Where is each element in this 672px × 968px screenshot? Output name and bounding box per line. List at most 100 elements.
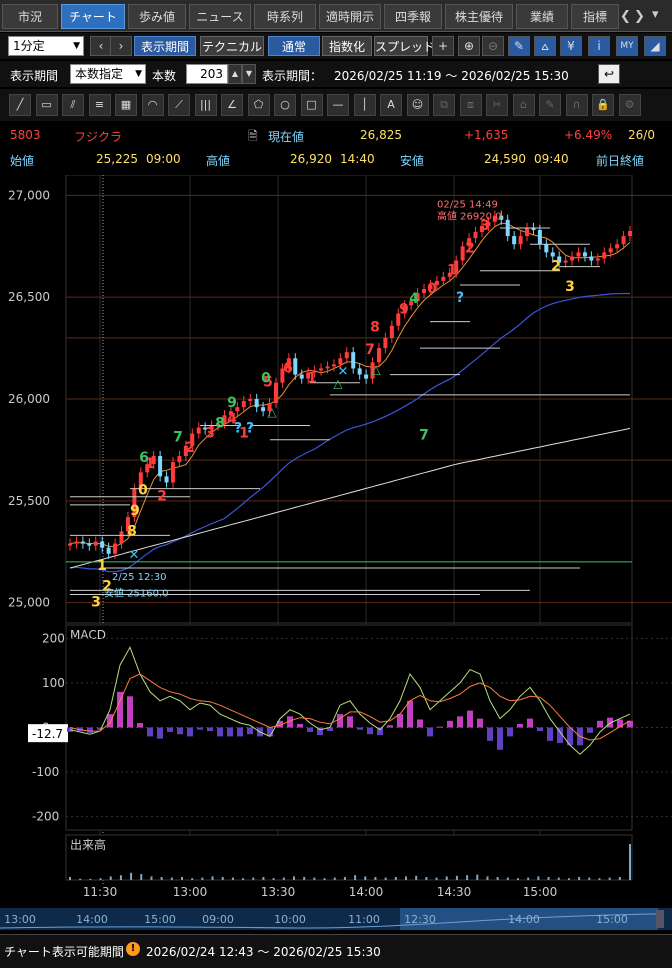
macd-y-tick: -200 (32, 810, 59, 824)
mode-index-button[interactable]: 指数化 (322, 36, 372, 56)
prev-button[interactable]: ‹ (90, 36, 112, 56)
ruler-icon[interactable]: ▭ (35, 94, 58, 116)
volume-panel (65, 834, 633, 881)
chevron-right-icon[interactable]: ❯ (634, 9, 645, 24)
volume-bar (343, 877, 346, 880)
settings-icon[interactable]: ⚙ (618, 94, 641, 116)
chevron-left-icon[interactable]: ❮ (620, 9, 631, 24)
tag-icon[interactable]: ⌂ (512, 94, 535, 116)
macd-histogram-bar (347, 716, 353, 728)
tab-indicators[interactable]: 指標 (571, 4, 619, 29)
info-icon[interactable]: i (588, 36, 610, 56)
volume-bar (272, 878, 275, 880)
technical-button[interactable]: テクニカル (200, 36, 264, 56)
horizontal-line-icon[interactable]: — (327, 94, 349, 116)
candle-body (344, 352, 349, 359)
volume-bar (242, 878, 245, 880)
volume-bar (537, 876, 540, 880)
signal-marker: 1 (447, 263, 457, 279)
macd-histogram-bar (427, 727, 433, 737)
macd-histogram-bar (597, 720, 603, 728)
tag-edit-icon[interactable]: ✎ (539, 94, 561, 116)
tab-shikiho[interactable]: 四季報 (384, 4, 442, 29)
navigator-tick: 13:00 (4, 913, 36, 926)
tab-market[interactable]: 市況 (2, 4, 58, 29)
text-icon[interactable]: A (380, 94, 402, 116)
interval-select[interactable]: 1分定 ▼ (8, 36, 84, 56)
candle-body (447, 272, 452, 277)
horizontal-lines-icon[interactable]: ≡ (88, 94, 111, 116)
tab-earnings[interactable]: 業績 (516, 4, 568, 29)
range-label: 表示期間： (262, 69, 323, 83)
next-button[interactable]: › (110, 36, 132, 56)
macd-histogram-bar (587, 727, 593, 733)
navigator-tick: 14:00 (508, 913, 540, 926)
candle-body (544, 244, 549, 253)
stamp-icon[interactable]: ☺ (406, 94, 429, 116)
signal-marker: 3 (565, 279, 575, 295)
tab-timeseries[interactable]: 時系列 (254, 4, 316, 29)
macd-histogram-bar (617, 719, 623, 728)
price-chart[interactable]: 27,00026,50026,00025,50025,0001238901267… (0, 175, 672, 930)
zoom-in-icon[interactable]: ⊕ (458, 36, 480, 56)
mode-normal-button[interactable]: 通常 (268, 36, 320, 56)
x-tick-label: 15:00 (523, 885, 558, 899)
count-dropdown-icon[interactable]: ▼ (242, 64, 256, 84)
volume-bar (181, 877, 183, 880)
my-chart-icon[interactable]: MY (616, 36, 638, 56)
stock-code: 5803 (10, 128, 41, 142)
vertical-lines-icon[interactable]: ||| (194, 94, 217, 116)
candle-body (100, 541, 105, 548)
copy-icon[interactable]: ⧉ (433, 94, 455, 116)
zoom-out-icon[interactable]: ⊖ (482, 36, 504, 56)
navigator-tick: 11:00 (348, 913, 380, 926)
signal-marker: 1 (239, 426, 249, 442)
parallel-lines-icon[interactable]: ⫽ (62, 94, 84, 116)
signal-marker: 0 (138, 483, 148, 499)
macd-histogram-bar (197, 727, 203, 730)
tab-ticks[interactable]: 歩み値 (128, 4, 186, 29)
fan-icon[interactable]: ⟋ (168, 94, 190, 116)
circle-icon[interactable]: ○ (274, 94, 296, 116)
candle-body (235, 407, 240, 412)
count-stepper-icon[interactable]: ▲ (228, 64, 242, 84)
fibonacci-arc-icon[interactable]: ◠ (141, 94, 164, 116)
pencil-icon[interactable]: ✎ (508, 36, 530, 56)
paste-icon[interactable]: ⧈ (459, 94, 482, 116)
tab-chart[interactable]: チャート (61, 4, 125, 29)
mountain-chart-icon[interactable]: ◢ (644, 36, 666, 56)
stock-name: フジクラ (74, 130, 123, 144)
macd-histogram-bar (337, 714, 343, 728)
signal-marker: 1 (307, 371, 317, 387)
tab-news[interactable]: ニュース (189, 4, 251, 29)
volume-bar (89, 878, 92, 880)
yen-icon[interactable]: ¥ (560, 36, 582, 56)
crosshair-icon[interactable]: + (432, 36, 454, 56)
period-mode-select[interactable]: 本数指定 ▼ (70, 64, 146, 84)
candle-body (454, 260, 459, 273)
chart-signal-icon[interactable]: ⩟ (534, 36, 556, 56)
pentagon-icon[interactable]: ⬠ (247, 94, 270, 116)
cut-icon[interactable]: ✂ (486, 94, 508, 116)
tab-disclosure[interactable]: 適時開示 (319, 4, 381, 29)
macd-histogram-bar (507, 727, 513, 737)
mode-spread-button[interactable]: スプレッド (374, 36, 435, 56)
vertical-line-icon[interactable]: │ (353, 94, 376, 116)
lock-icon[interactable]: 🔒 (592, 94, 614, 116)
reset-icon[interactable]: ↩ (598, 64, 620, 84)
current-price: 26,825 (360, 128, 402, 142)
volume-bar (69, 877, 71, 880)
candle-body (441, 276, 446, 281)
magnet-icon[interactable]: ∩ (565, 94, 588, 116)
rectangle-icon[interactable]: □ (300, 94, 323, 116)
candle-body (164, 476, 169, 483)
trendline-icon[interactable]: ╱ (9, 94, 31, 116)
candle-body (170, 462, 175, 483)
tab-benefits[interactable]: 株主優待 (445, 4, 513, 29)
candle-body (589, 256, 594, 261)
period-button[interactable]: 表示期間 (134, 36, 196, 56)
count-input[interactable]: 203 (186, 64, 228, 84)
angle-icon[interactable]: ∠ (221, 94, 243, 116)
grid-lines-icon[interactable]: ▦ (115, 94, 137, 116)
chevron-down-icon[interactable]: ▾ (652, 7, 659, 22)
